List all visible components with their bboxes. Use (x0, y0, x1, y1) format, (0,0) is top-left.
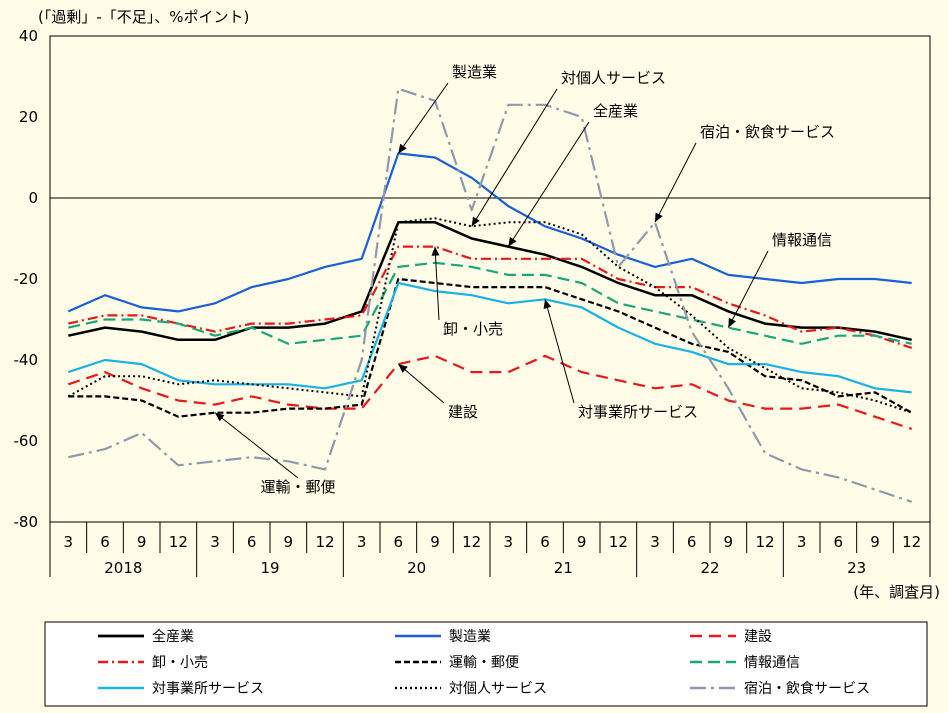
x-tick-month: 3 (357, 533, 367, 551)
x-tick-month: 6 (394, 533, 404, 551)
legend-label-info: 情報通信 (744, 655, 800, 671)
x-axis-label: (年、調査月) (853, 583, 940, 601)
legend-frame (44, 621, 928, 707)
x-tick-year: 23 (847, 559, 866, 577)
annotation-leader (397, 82, 449, 154)
annotation-arrowhead (728, 317, 736, 328)
x-tick-month: 12 (169, 533, 188, 551)
x-tick-month: 3 (797, 533, 807, 551)
x-tick-month: 12 (315, 533, 334, 551)
series-line-trans (68, 277, 913, 418)
x-tick-month: 6 (100, 533, 110, 551)
x-tick-month: 6 (687, 533, 697, 551)
annotation-leader (727, 250, 769, 328)
y-tick-label: 40 (19, 27, 38, 45)
x-tick-year: 19 (260, 559, 279, 577)
y-tick-label: 20 (19, 108, 38, 126)
x-tick-month: 6 (247, 533, 257, 551)
annotation-label: 卸・小売 (443, 320, 503, 338)
y-tick-label: 0 (28, 189, 38, 207)
annotation-label: 建設 (448, 403, 478, 421)
annotation-label: 対個人サービス (561, 69, 666, 87)
legend-label-biz: 対事業所サービス (152, 681, 264, 697)
annotation-label: 運輸・郵便 (260, 478, 335, 496)
annotation-arrowhead (655, 212, 663, 223)
y-tick-label: -80 (14, 513, 39, 531)
series-line-info (68, 261, 912, 345)
annotation-label: 情報通信 (772, 231, 832, 249)
annotation-arrowhead (398, 143, 407, 154)
plot-frame (49, 35, 931, 523)
annotation-label: 全産業 (593, 102, 638, 120)
x-tick-month: 12 (755, 533, 774, 551)
x-tick-year: 20 (407, 559, 426, 577)
annotation-arrowhead (508, 236, 517, 247)
x-tick-month: 9 (870, 533, 880, 551)
annotation-leader (434, 246, 440, 321)
legend-label-mfg: 製造業 (449, 629, 491, 645)
x-tick-month: 12 (902, 533, 921, 551)
x-tick-month: 9 (430, 533, 440, 551)
x-tick-month: 12 (609, 533, 628, 551)
annotation-label: 対事業所サービス (578, 403, 698, 421)
x-tick-month: 9 (137, 533, 147, 551)
annotation-label: 宿泊・飲食サービス (700, 123, 835, 141)
x-tick-month: 6 (834, 533, 844, 551)
x-tick-year: 22 (700, 559, 719, 577)
legend-label-pers: 対個人サービス (449, 681, 547, 697)
series-line-hotel (68, 87, 913, 503)
annotation-arrowhead (398, 364, 408, 373)
annotation-leader (398, 363, 445, 404)
legend-label-all: 全産業 (152, 628, 194, 645)
x-tick-year: 21 (554, 559, 573, 577)
series-line-biz (67, 281, 912, 394)
series-line-const (67, 354, 913, 430)
series-line-pers (67, 217, 913, 414)
legend-label-const: 建設 (744, 629, 772, 645)
annotation-label: 製造業 (452, 63, 497, 81)
x-tick-month: 9 (577, 533, 587, 551)
series-line-all (68, 221, 912, 342)
legend-label-whole: 卸・小売 (152, 655, 208, 671)
x-tick-month: 3 (64, 533, 74, 551)
annotation-leader (507, 121, 590, 247)
annotation-leader (471, 88, 558, 227)
annotation-leader (214, 412, 299, 479)
annotation-arrowhead (215, 412, 225, 422)
x-tick-month: 3 (650, 533, 660, 551)
y-tick-label: -60 (14, 432, 39, 450)
annotation-leader (544, 299, 575, 404)
y-tick-label: -20 (14, 270, 39, 288)
x-tick-year: 2018 (104, 559, 142, 577)
legend-label-trans: 運輸・郵便 (449, 655, 519, 671)
x-tick-month: 3 (504, 533, 514, 551)
series-line-whole (68, 245, 913, 349)
annotation-leader (654, 142, 697, 223)
x-tick-month: 9 (724, 533, 734, 551)
annotation-arrowhead (431, 246, 440, 256)
x-tick-month: 3 (210, 533, 220, 551)
series-line-mfg (67, 152, 912, 313)
x-tick-month: 12 (462, 533, 481, 551)
legend-label-hotel: 宿泊・飲食サービス (744, 680, 870, 697)
x-tick-month: 6 (540, 533, 550, 551)
y-tick-label: -40 (14, 351, 39, 369)
annotation-arrowhead (471, 216, 480, 227)
annotation-arrowhead (543, 299, 552, 309)
x-tick-month: 9 (284, 533, 294, 551)
y-axis-label: (「過剰」-「不足」、%ポイント) (38, 8, 249, 26)
